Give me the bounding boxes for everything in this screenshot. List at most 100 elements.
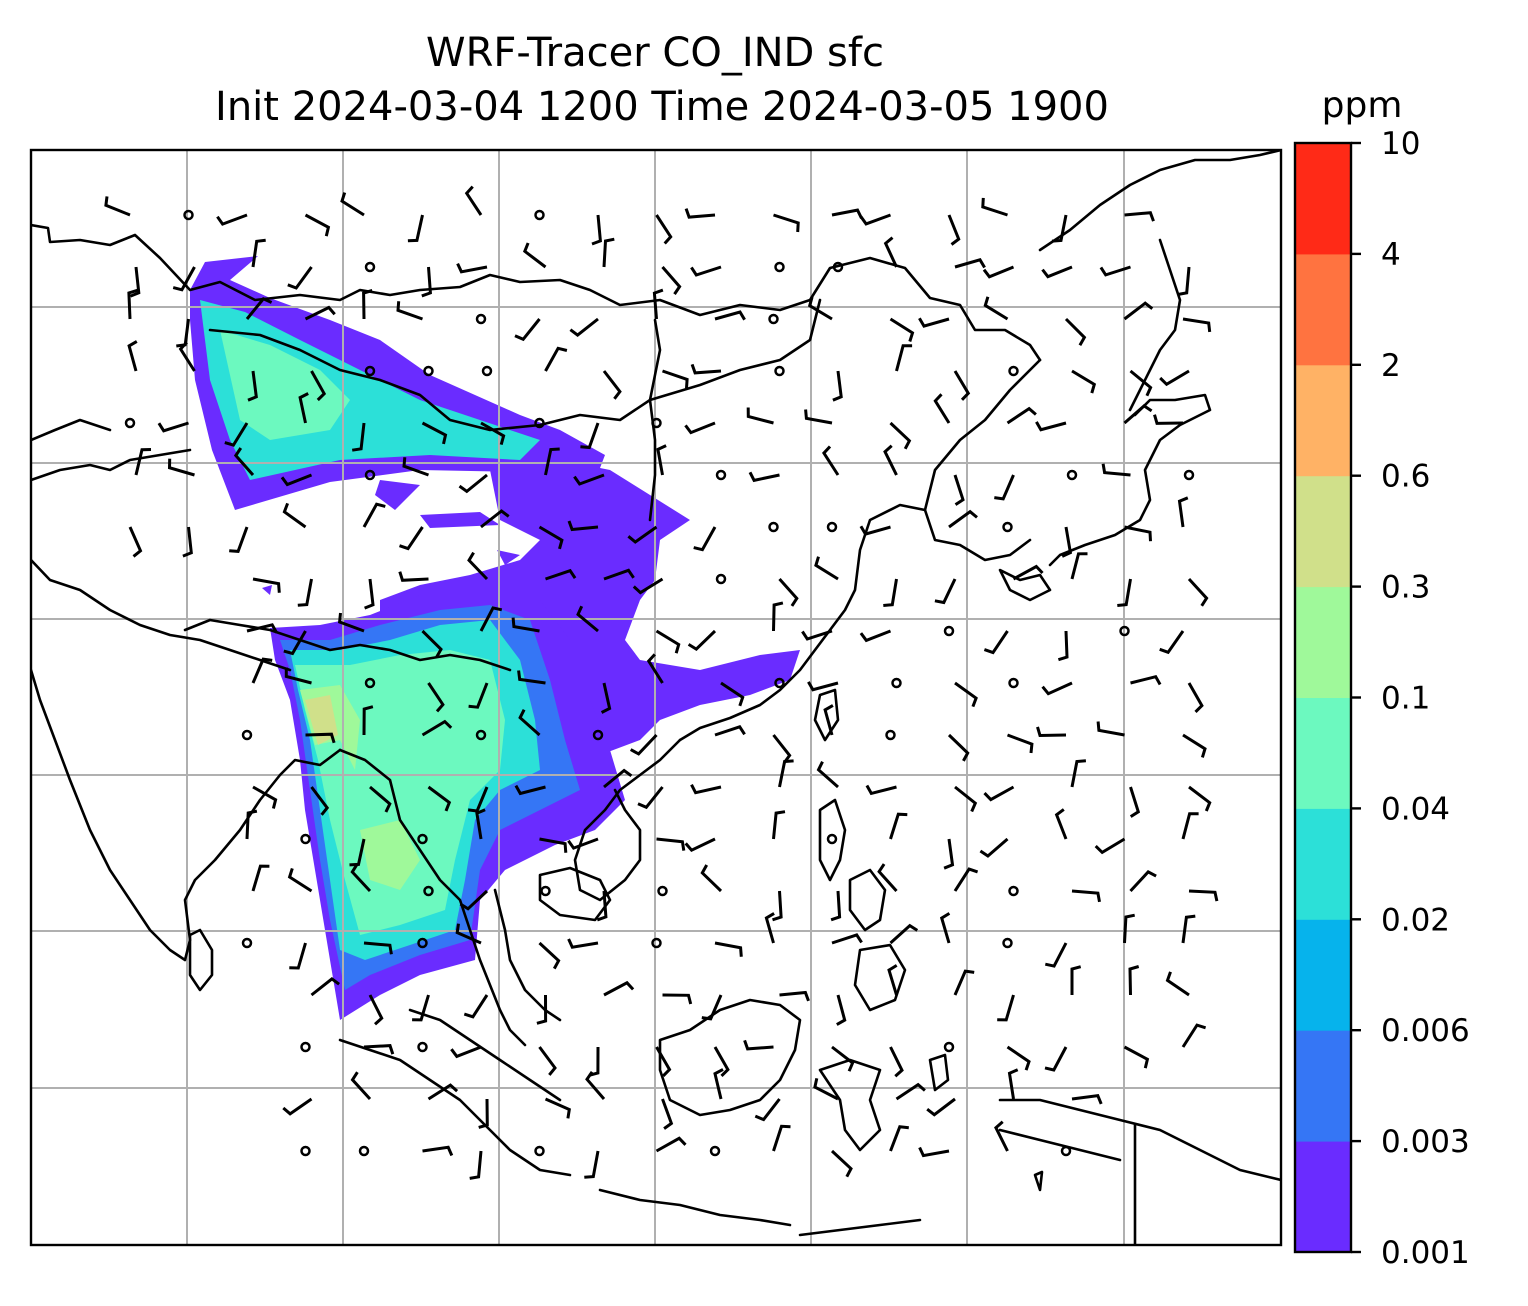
calm-wind-marker xyxy=(417,937,428,949)
wind-barb xyxy=(953,867,979,892)
wind-barb xyxy=(351,422,366,452)
wind-barb xyxy=(450,1045,482,1059)
wind-barb xyxy=(603,768,633,789)
calm-wind-marker xyxy=(715,573,727,585)
wind-barb xyxy=(134,448,152,476)
wind-barb xyxy=(629,733,658,756)
wind-barb xyxy=(246,623,278,634)
wind-barb xyxy=(421,266,432,298)
wind-barb xyxy=(1181,812,1199,840)
wind-barb xyxy=(463,994,489,1019)
wind-barb xyxy=(591,214,602,246)
wind-barb xyxy=(456,262,488,274)
wind-barb xyxy=(947,214,961,246)
colorbar-swatch xyxy=(1295,1141,1351,1253)
wind-barb xyxy=(646,653,664,684)
wind-barb xyxy=(939,912,951,944)
wind-barb xyxy=(684,837,716,853)
wind-barb xyxy=(289,942,307,970)
wind-barb xyxy=(748,471,780,483)
colorbar-swatch xyxy=(1295,586,1351,698)
wind-barb xyxy=(779,990,810,1002)
wind-barb xyxy=(455,923,482,945)
wind-barb xyxy=(632,577,664,595)
wind-barb xyxy=(1044,1046,1068,1072)
colorbar-ticks: 0.001 0.003 0.006 0.02 0.04 0.1 0.3 0.6 2 4 10 xyxy=(1351,126,1470,1271)
wind-barb xyxy=(600,682,612,714)
wind-barb xyxy=(478,1098,489,1129)
wind-barb xyxy=(1041,681,1073,696)
calm-wind-marker xyxy=(774,261,785,273)
wind-barb xyxy=(1094,837,1126,855)
wind-barb xyxy=(953,370,971,401)
calm-wind-marker xyxy=(417,1041,428,1053)
wind-barb xyxy=(714,310,746,321)
calm-wind-marker xyxy=(241,937,253,949)
calm-wind-marker xyxy=(423,885,434,897)
calm-wind-marker xyxy=(885,729,896,741)
wind-barb xyxy=(933,393,951,424)
wind-barb xyxy=(778,759,794,788)
calm-wind-marker xyxy=(417,833,428,845)
calm-wind-marker xyxy=(1119,625,1130,637)
wind-barb xyxy=(421,421,448,445)
wind-barb xyxy=(1159,369,1190,387)
wind-barb xyxy=(1007,1068,1019,1100)
wind-barb xyxy=(801,629,833,641)
wind-barb xyxy=(283,630,307,656)
wind-barb xyxy=(544,346,568,372)
wind-barb xyxy=(280,473,313,487)
wind-barb xyxy=(684,421,716,435)
wind-barb xyxy=(804,409,833,425)
calm-wind-marker xyxy=(241,729,253,741)
title-line-1: WRF-Tracer CO_IND sfc xyxy=(426,30,884,76)
wind-barb xyxy=(714,725,746,737)
wind-barb xyxy=(1071,1093,1103,1105)
wind-barb xyxy=(832,370,843,402)
calm-wind-marker xyxy=(534,1145,545,1157)
wind-barb xyxy=(514,318,541,342)
wind-barb xyxy=(251,864,270,892)
wind-barb xyxy=(369,785,392,813)
wind-barb xyxy=(287,867,313,893)
wind-barb xyxy=(298,392,309,424)
plume-southeast-asia-peak xyxy=(305,695,338,745)
wind-barb xyxy=(398,571,429,582)
wind-barb xyxy=(304,213,331,237)
wind-barb xyxy=(627,525,658,544)
calm-wind-marker xyxy=(891,677,902,689)
wind-barb xyxy=(421,719,453,737)
wind-barb xyxy=(544,447,560,476)
colorbar-tick-label: 2 xyxy=(1381,348,1401,384)
wind-barb xyxy=(363,1044,395,1055)
wind-barb xyxy=(1124,211,1155,222)
wind-barb xyxy=(287,266,313,290)
wind-barb xyxy=(953,969,975,996)
calm-wind-marker xyxy=(534,417,545,429)
calm-wind-marker xyxy=(300,1041,311,1053)
wind-barb xyxy=(469,1150,483,1180)
wind-barb xyxy=(172,266,196,292)
wind-barb xyxy=(859,213,892,226)
wind-barb xyxy=(1071,889,1101,903)
wind-barb xyxy=(127,288,138,320)
wind-barb xyxy=(233,447,255,476)
wind-barb xyxy=(247,370,258,402)
wind-barb xyxy=(948,509,978,529)
wind-barb xyxy=(585,1071,606,1100)
wind-barb xyxy=(1099,265,1131,277)
calm-wind-marker xyxy=(709,1145,721,1157)
calm-wind-marker xyxy=(1002,937,1013,949)
wind-barb xyxy=(859,525,891,536)
colorbar-tick-label: 0.04 xyxy=(1381,791,1450,827)
wind-barb xyxy=(350,1071,372,1101)
wind-barb xyxy=(1130,674,1162,686)
colorbar-swatch xyxy=(1295,364,1351,477)
calm-wind-marker xyxy=(300,833,311,845)
wind-barb xyxy=(1177,266,1191,296)
wind-barb xyxy=(687,629,717,651)
wind-barb xyxy=(947,733,970,762)
wind-barb xyxy=(983,296,1009,321)
colorbar-tick-label: 0.001 xyxy=(1381,1235,1470,1271)
calm-wind-marker xyxy=(1008,885,1019,897)
